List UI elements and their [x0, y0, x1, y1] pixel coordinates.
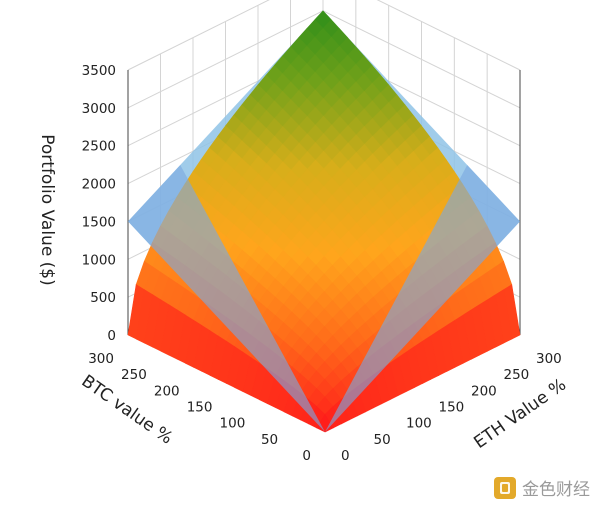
y-tick-label: 250: [504, 367, 530, 383]
y-tick-label: 50: [374, 432, 391, 448]
y-tick-label: 100: [406, 416, 432, 432]
y-tick-label: 150: [439, 400, 465, 416]
x-tick-label: 200: [154, 383, 180, 399]
z-axis-label: Portfolio Value ($): [37, 134, 57, 286]
watermark: 金色财经: [494, 475, 590, 500]
watermark-text: 金色财经: [522, 480, 590, 500]
x-tick-label: 150: [187, 400, 213, 416]
z-tick-label: 1000: [82, 252, 116, 268]
rebalanced-surface: [127, 10, 521, 433]
z-tick-label: 1500: [82, 214, 116, 230]
y-tick-label: 300: [536, 351, 562, 367]
x-tick-label: 100: [220, 416, 246, 432]
z-tick-label: 3500: [82, 63, 116, 79]
gold-b-logo-icon: [494, 476, 516, 499]
z-tick-label: 2000: [82, 177, 116, 193]
x-tick-label: 300: [88, 351, 114, 367]
z-tick-label: 0: [107, 328, 116, 344]
x-tick-label: 50: [261, 432, 278, 448]
y-tick-label: 0: [341, 448, 350, 464]
hodl-plane-front: [128, 164, 520, 432]
y-tick-label: 200: [471, 383, 497, 399]
x-tick-label: 250: [121, 367, 147, 383]
tick-labels: 0500100015002000250030003500050100150200…: [82, 63, 562, 464]
z-tick-label: 3000: [82, 101, 116, 117]
x-tick-label: 0: [302, 448, 311, 464]
z-tick-label: 2500: [82, 139, 116, 155]
hodl-plane-wedge-left: [128, 164, 325, 432]
hodl-plane-wedge-right: [325, 164, 520, 432]
z-tick-label: 500: [90, 290, 116, 306]
